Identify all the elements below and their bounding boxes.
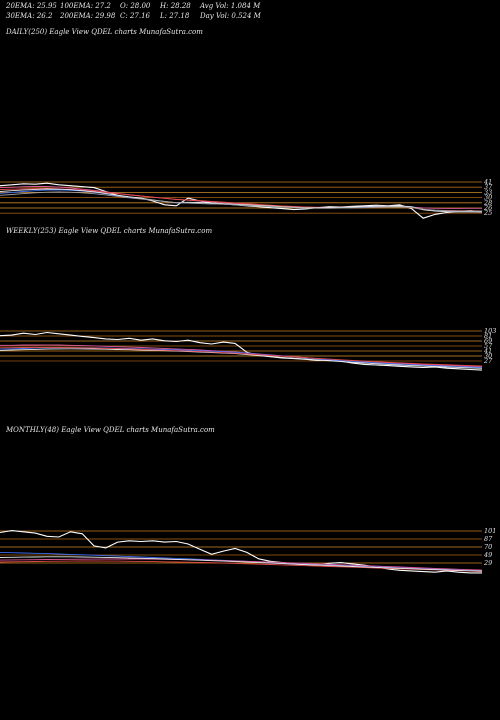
stat-avg-vol: Avg Vol: 1.084 M bbox=[200, 2, 261, 10]
weekly-tick-label: 27 bbox=[483, 357, 493, 365]
weekly-series-ema-4 bbox=[0, 346, 483, 367]
monthly-series-ema-4 bbox=[0, 556, 483, 572]
daily-tick-label: 30 bbox=[484, 194, 492, 202]
stat-close: C: 27.16 bbox=[120, 12, 150, 20]
weekly-tick-label: 69 bbox=[484, 337, 492, 345]
daily-series-ema-4 bbox=[0, 188, 483, 213]
weekly-series-ema-3 bbox=[0, 348, 483, 369]
weekly-series-price-0 bbox=[0, 331, 483, 371]
daily-chart-title: DAILY(250) Eagle View QDEL charts Munafa… bbox=[6, 28, 203, 36]
monthly-tick-label: 101 bbox=[484, 527, 496, 535]
weekly-series-ema-2 bbox=[0, 347, 483, 368]
stat-day-vol: Day Vol: 0.524 M bbox=[200, 12, 261, 20]
monthly-series-ema-3 bbox=[0, 560, 483, 572]
weekly-tick-label: 30 bbox=[484, 352, 492, 360]
stat-open: O: 28.00 bbox=[120, 2, 151, 10]
stat-ema30: 30EMA: 26.2 bbox=[6, 12, 53, 20]
daily-tick-label: 37 bbox=[484, 183, 493, 191]
monthly-series-ema-2 bbox=[0, 558, 483, 571]
stat-high: H: 28.28 bbox=[160, 2, 191, 10]
stat-ema200: 200EMA: 29.98 bbox=[60, 12, 116, 20]
monthly-tick-label: 87 bbox=[484, 535, 493, 543]
daily-tick-label: 26 bbox=[483, 204, 492, 212]
weekly-chart-title: WEEKLY(253) Eagle View QDEL charts Munaf… bbox=[6, 227, 213, 235]
monthly-series-price-0 bbox=[0, 530, 482, 574]
daily-series-ema-5 bbox=[0, 191, 483, 212]
monthly-chart-title: MONTHLY(48) Eagle View QDEL charts Munaf… bbox=[6, 426, 215, 434]
weekly-tick-label: 57 bbox=[484, 342, 493, 350]
weekly-tick-label: 41 bbox=[483, 347, 492, 355]
daily-tick-label: 41 bbox=[483, 178, 492, 186]
monthly-tick-label: 49 bbox=[483, 551, 492, 559]
stat-ema20: 20EMA: 25.95 bbox=[6, 2, 57, 10]
daily-tick-label: 25 bbox=[483, 209, 492, 217]
stat-ema100: 100EMA: 27.2 bbox=[60, 2, 111, 10]
daily-tick-label: 33 bbox=[484, 188, 492, 196]
stat-low: L: 27.18 bbox=[160, 12, 190, 20]
weekly-tick-label: 81 bbox=[484, 332, 492, 340]
monthly-tick-label: 70 bbox=[484, 543, 492, 551]
weekly-tick-label: 103 bbox=[484, 327, 496, 335]
monthly-tick-label: 29 bbox=[483, 559, 492, 567]
daily-tick-label: 28 bbox=[483, 199, 492, 207]
